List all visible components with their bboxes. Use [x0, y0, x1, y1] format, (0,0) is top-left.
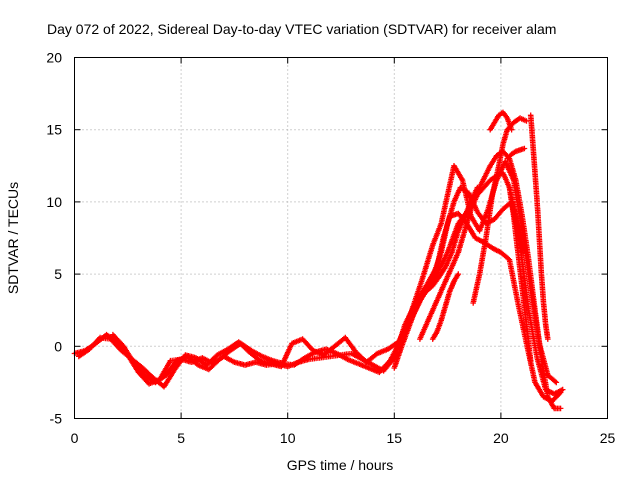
data-points	[487, 109, 515, 133]
y-tick-label: 0	[54, 338, 62, 354]
series-track-8	[527, 112, 551, 342]
y-tick-label: 20	[46, 50, 62, 66]
grid-lines	[74, 57, 608, 419]
x-tick-label: 25	[600, 430, 616, 446]
series-track-10	[429, 271, 462, 342]
y-tick-label: 5	[54, 266, 62, 282]
data-points	[504, 145, 528, 162]
data-points	[429, 271, 462, 342]
x-tick-label: 10	[280, 430, 296, 446]
y-tick-label: 15	[46, 122, 62, 138]
y-tick-label: -5	[50, 411, 63, 427]
series-track-11	[506, 184, 534, 364]
series-track-12	[391, 184, 481, 371]
x-tick-label: 0	[71, 430, 79, 446]
series-track-6	[487, 109, 515, 133]
x-tick-label: 5	[177, 430, 185, 446]
data-points	[506, 184, 534, 364]
x-tick-label: 15	[387, 430, 403, 446]
x-tick-label: 20	[493, 430, 509, 446]
data-points	[527, 112, 551, 342]
series-track-7	[504, 145, 528, 162]
x-axis-title: GPS time / hours	[287, 457, 394, 473]
plot-frame	[74, 57, 608, 419]
plot-area	[71, 109, 566, 412]
y-axis-title: SDTVAR / TECUs	[5, 182, 21, 294]
y-tick-label: 10	[46, 194, 62, 210]
data-points	[391, 184, 481, 371]
axis-ticks: 0 5 10 15 20 25 -5 0 5 10 15 20	[46, 50, 615, 447]
chart-title: Day 072 of 2022, Sidereal Day-to-day VTE…	[47, 21, 556, 37]
